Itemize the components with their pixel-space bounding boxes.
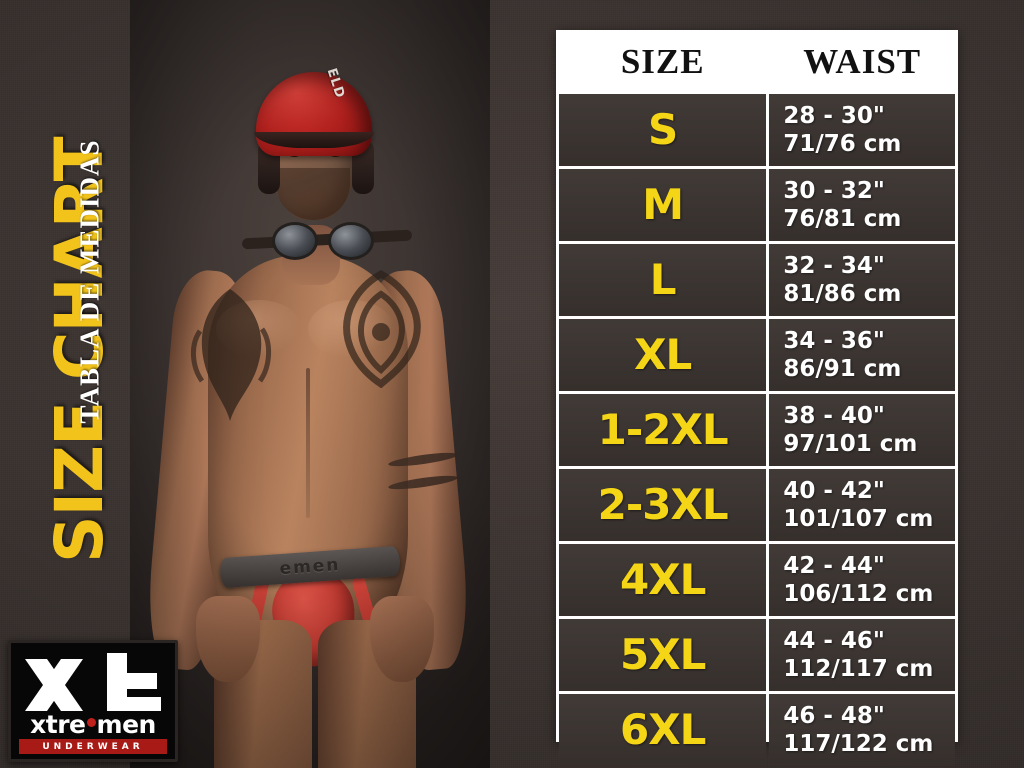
table-row: L 32 - 34" 81/86 cm [559, 244, 955, 316]
xt-monogram-icon [25, 653, 161, 711]
waist-centimeters-value: 71/76 cm [783, 131, 902, 157]
brand-wordmark: xtre men [19, 711, 167, 737]
waist-inches-value: 32 - 34" [783, 252, 885, 279]
helmet-brim [254, 132, 374, 148]
size-cell: M [559, 169, 767, 241]
table-row: S 28 - 30" 71/76 cm [559, 94, 955, 166]
table-row: XL 34 - 36" 86/91 cm [559, 319, 955, 391]
size-value: M [642, 180, 684, 229]
size-cell: 6XL [559, 694, 767, 766]
size-cell: XL [559, 319, 767, 391]
size-cell: 4XL [559, 544, 767, 616]
size-cell: 2-3XL [559, 469, 767, 541]
size-value: 1-2XL [597, 405, 729, 454]
goggle-lens-left [272, 222, 318, 260]
waist-cell: 44 - 46" 112/117 cm [769, 619, 955, 691]
waist-cell: 32 - 34" 81/86 cm [769, 244, 955, 316]
waist-centimeters-value: 106/112 cm [783, 581, 934, 607]
table-body: S 28 - 30" 71/76 cm M 30 - 32" 76/81 cm L 32 - … [559, 94, 955, 766]
wordmark-right: men [96, 709, 157, 739]
wordmark-left: xtre [30, 709, 86, 739]
waist-inches-value: 34 - 36" [783, 327, 885, 354]
size-value: L [649, 255, 677, 304]
waist-cell: 46 - 48" 117/122 cm [769, 694, 955, 766]
waist-centimeters-value: 117/122 cm [783, 731, 934, 757]
size-value: 4XL [619, 555, 706, 604]
waist-cell: 42 - 44" 106/112 cm [769, 544, 955, 616]
waist-inches-value: 28 - 30" [783, 102, 885, 129]
waist-inches-value: 46 - 48" [783, 702, 885, 729]
size-value: 6XL [619, 705, 706, 754]
model-photo: ELD emen [130, 0, 490, 768]
size-chart-table: SIZE WAIST S 28 - 30" 71/76 cm M 30 - 32" 76/… [556, 30, 958, 766]
model-left-hand [196, 596, 260, 682]
size-cell: 1-2XL [559, 394, 767, 466]
waist-inches-value: 30 - 32" [783, 177, 885, 204]
table-row: 6XL 46 - 48" 117/122 cm [559, 694, 955, 766]
tribal-tattoo-left-shoulder [191, 289, 271, 421]
size-cell: L [559, 244, 767, 316]
waist-cell: 34 - 36" 86/91 cm [769, 319, 955, 391]
size-value: S [648, 105, 678, 154]
size-cell: 5XL [559, 619, 767, 691]
column-header-waist: WAIST [803, 42, 922, 81]
goggle-lens-right [328, 222, 374, 260]
waist-inches-value: 44 - 46" [783, 627, 885, 654]
size-value: 5XL [619, 630, 706, 679]
waist-centimeters-value: 76/81 cm [783, 206, 902, 232]
table-row: M 30 - 32" 76/81 cm [559, 169, 955, 241]
waist-inches-value: 38 - 40" [783, 402, 885, 429]
waist-centimeters-value: 97/101 cm [783, 431, 918, 457]
table-row: 4XL 42 - 44" 106/112 cm [559, 544, 955, 616]
model-abdomen-line [306, 368, 310, 518]
brand-tagline: UNDERWEAR [19, 739, 167, 754]
waist-inches-value: 40 - 42" [783, 477, 885, 504]
goggles [241, 218, 413, 262]
waist-cell: 30 - 32" 76/81 cm [769, 169, 955, 241]
table-row: 1-2XL 38 - 40" 97/101 cm [559, 394, 955, 466]
model-right-hand [370, 596, 434, 682]
brand-dot-icon [86, 718, 96, 727]
waist-cell: 28 - 30" 71/76 cm [769, 94, 955, 166]
waist-cell: 40 - 42" 101/107 cm [769, 469, 955, 541]
brand-logo: xtre men UNDERWEAR [8, 640, 178, 762]
waist-centimeters-value: 86/91 cm [783, 356, 902, 382]
waist-cell: 38 - 40" 97/101 cm [769, 394, 955, 466]
size-value: XL [634, 330, 692, 379]
tribal-tattoo-right-chest [343, 269, 421, 388]
table-header-row: SIZE WAIST [559, 33, 955, 91]
size-cell: S [559, 94, 767, 166]
vertical-title-block: SIZE CHART TABLA DE MEDIDAS [0, 0, 136, 620]
waist-centimeters-value: 112/117 cm [783, 656, 934, 682]
table-row: 5XL 44 - 46" 112/117 cm [559, 619, 955, 691]
waist-centimeters-value: 101/107 cm [783, 506, 934, 532]
column-header-size: SIZE [620, 42, 705, 81]
waist-centimeters-value: 81/86 cm [783, 281, 902, 307]
table-row: 2-3XL 40 - 42" 101/107 cm [559, 469, 955, 541]
page-subtitle: TABLA DE MEDIDAS [74, 139, 105, 424]
waist-inches-value: 42 - 44" [783, 552, 885, 579]
size-value: 2-3XL [597, 480, 729, 529]
